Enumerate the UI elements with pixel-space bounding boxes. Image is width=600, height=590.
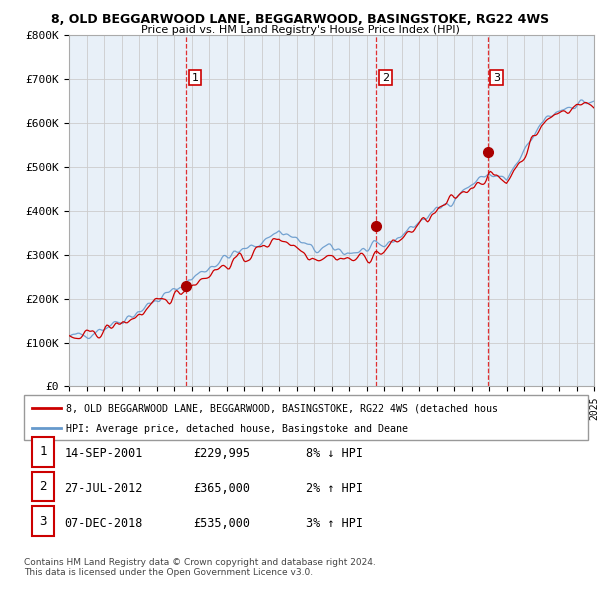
Text: £229,995: £229,995: [193, 447, 250, 460]
Text: 8, OLD BEGGARWOOD LANE, BEGGARWOOD, BASINGSTOKE, RG22 4WS (detached hous: 8, OLD BEGGARWOOD LANE, BEGGARWOOD, BASI…: [66, 404, 499, 414]
Text: 1: 1: [40, 445, 47, 458]
Text: £535,000: £535,000: [193, 517, 250, 530]
Text: 3: 3: [40, 514, 47, 527]
Text: Contains HM Land Registry data © Crown copyright and database right 2024.: Contains HM Land Registry data © Crown c…: [24, 558, 376, 566]
FancyBboxPatch shape: [24, 395, 588, 440]
FancyBboxPatch shape: [32, 506, 54, 536]
Text: 8% ↓ HPI: 8% ↓ HPI: [306, 447, 363, 460]
Text: 27-JUL-2012: 27-JUL-2012: [65, 482, 143, 495]
Text: 3: 3: [493, 73, 500, 83]
Text: 1: 1: [191, 73, 199, 83]
Text: 3% ↑ HPI: 3% ↑ HPI: [306, 517, 363, 530]
Text: 14-SEP-2001: 14-SEP-2001: [65, 447, 143, 460]
Text: 2: 2: [382, 73, 389, 83]
Text: HPI: Average price, detached house, Basingstoke and Deane: HPI: Average price, detached house, Basi…: [66, 424, 409, 434]
FancyBboxPatch shape: [32, 437, 54, 467]
Text: 8, OLD BEGGARWOOD LANE, BEGGARWOOD, BASINGSTOKE, RG22 4WS: 8, OLD BEGGARWOOD LANE, BEGGARWOOD, BASI…: [51, 13, 549, 26]
Text: 07-DEC-2018: 07-DEC-2018: [65, 517, 143, 530]
Text: 2% ↑ HPI: 2% ↑ HPI: [306, 482, 363, 495]
Text: £365,000: £365,000: [193, 482, 250, 495]
FancyBboxPatch shape: [32, 472, 54, 501]
Text: Price paid vs. HM Land Registry's House Price Index (HPI): Price paid vs. HM Land Registry's House …: [140, 25, 460, 35]
Text: This data is licensed under the Open Government Licence v3.0.: This data is licensed under the Open Gov…: [24, 568, 313, 576]
Text: 2: 2: [40, 480, 47, 493]
